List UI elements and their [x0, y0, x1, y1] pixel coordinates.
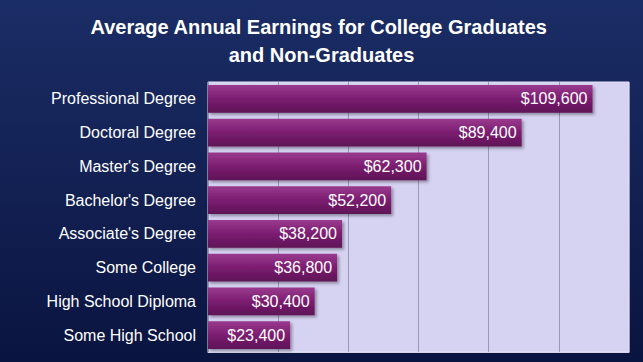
svg-text:Professional Degree: Professional Degree: [51, 90, 196, 107]
svg-text:High School Diploma: High School Diploma: [47, 293, 197, 310]
svg-text:$30,400: $30,400: [252, 293, 310, 310]
svg-text:and Non-Graduates: and Non-Graduates: [229, 44, 415, 66]
svg-text:$62,300: $62,300: [364, 158, 422, 175]
svg-text:$36,800: $36,800: [274, 259, 332, 276]
svg-text:$52,200: $52,200: [328, 192, 386, 209]
svg-text:Doctoral Degree: Doctoral Degree: [80, 124, 197, 141]
svg-text:Some High School: Some High School: [63, 327, 196, 344]
svg-text:$109,600: $109,600: [521, 90, 588, 107]
svg-text:Some College: Some College: [96, 259, 197, 276]
svg-text:Master's Degree: Master's Degree: [79, 158, 196, 175]
svg-text:Average Annual Earnings for Co: Average Annual Earnings for College Grad…: [91, 16, 553, 38]
svg-text:$38,200: $38,200: [279, 225, 337, 242]
svg-text:$89,400: $89,400: [459, 124, 517, 141]
svg-text:$23,400: $23,400: [227, 327, 285, 344]
svg-text:Associate's Degree: Associate's Degree: [59, 225, 196, 242]
svg-text:Bachelor's Degree: Bachelor's Degree: [65, 192, 196, 209]
